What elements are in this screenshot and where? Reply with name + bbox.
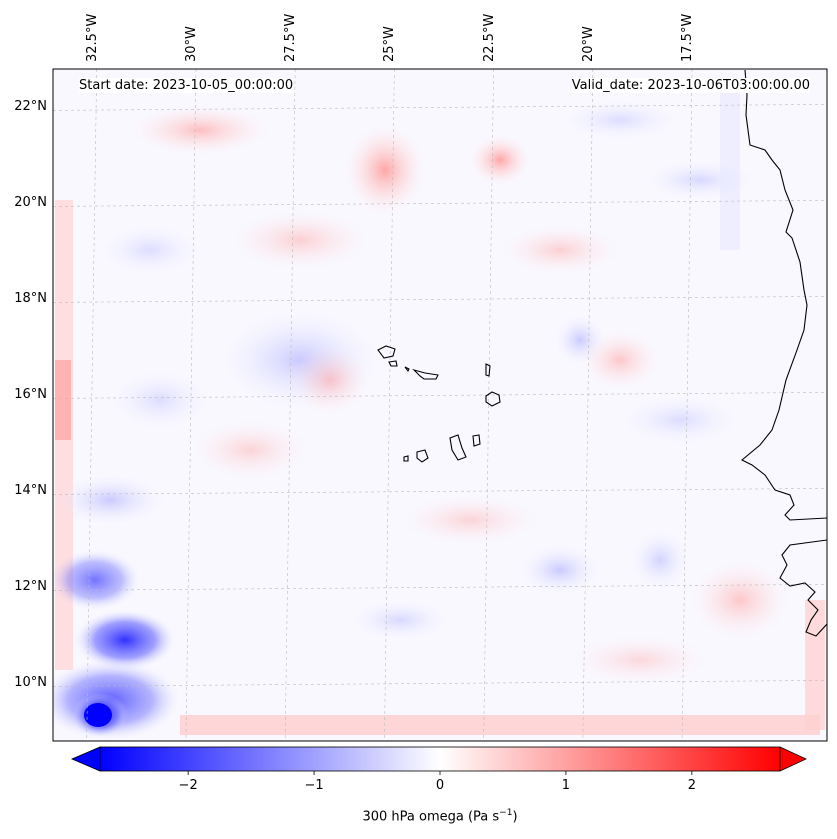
colorbar-label-text: 300 hPa omega (Pa s (362, 809, 500, 825)
latitude-label: 18°N (14, 291, 47, 307)
latitude-label: 20°N (14, 195, 47, 211)
meridian-line (582, 69, 594, 741)
graticule (53, 69, 827, 741)
longitude-label: 30°W (183, 26, 199, 62)
latitude-label: 14°N (14, 483, 47, 499)
meridian-line (483, 69, 494, 741)
meridian-line (284, 69, 296, 741)
start-date-label: Start date: 2023-10-05_00:00:00 (79, 78, 294, 93)
colorbar-body (99, 746, 781, 772)
island-maio (472, 434, 481, 447)
map-frame (52, 68, 828, 742)
island-sao-nicolau (412, 368, 439, 380)
longitude-label: 22.5°W (481, 13, 497, 62)
colorbar-extend-max (779, 746, 807, 772)
longitude-label: 32.5°W (84, 13, 100, 62)
colorbar-label-exponent: −1 (499, 808, 513, 818)
colorbar-tick-label: 0 (435, 778, 445, 793)
colorbar-tick-label: −2 (178, 778, 198, 793)
colorbar-label-close: ) (512, 809, 518, 825)
valid-date-label: Valid_date: 2023-10-06T03:00:00.00 (571, 78, 810, 93)
latitude-label: 22°N (14, 99, 47, 115)
meridian-line (185, 69, 197, 741)
longitude-label: 17.5°W (680, 13, 696, 62)
colorbar-extend-min (70, 746, 101, 772)
coastlines (377, 69, 827, 637)
colorbar-tick-label: 2 (687, 778, 696, 793)
meridian-line (681, 69, 693, 741)
island-sao-vicente (388, 360, 398, 367)
island-santiago (449, 434, 467, 461)
omega-field (53, 69, 827, 741)
meridian-line (86, 69, 97, 741)
african-coastline (741, 69, 827, 637)
longitude-label: 25°W (382, 26, 398, 62)
colorbar-tick-label: −1 (304, 778, 324, 793)
island-brava (403, 455, 409, 462)
colorbar-label: 300 hPa omega (Pa s−1) (362, 808, 517, 824)
latitude-label: 16°N (14, 387, 47, 403)
island-boa-vista (485, 391, 501, 407)
island-santo-antao (377, 345, 396, 359)
island-santa-luzia (404, 366, 410, 373)
island-fogo (416, 449, 429, 463)
colorbar (70, 746, 807, 775)
island-sal (485, 363, 491, 377)
colorbar-tick-label: 1 (561, 778, 571, 793)
longitude-label: 27.5°W (283, 13, 299, 62)
longitude-label: 20°W (580, 26, 596, 62)
latitude-label: 10°N (14, 675, 47, 691)
colorbar-ticks (187, 771, 693, 775)
latitude-label: 12°N (14, 579, 47, 595)
meridian-line (384, 69, 395, 741)
